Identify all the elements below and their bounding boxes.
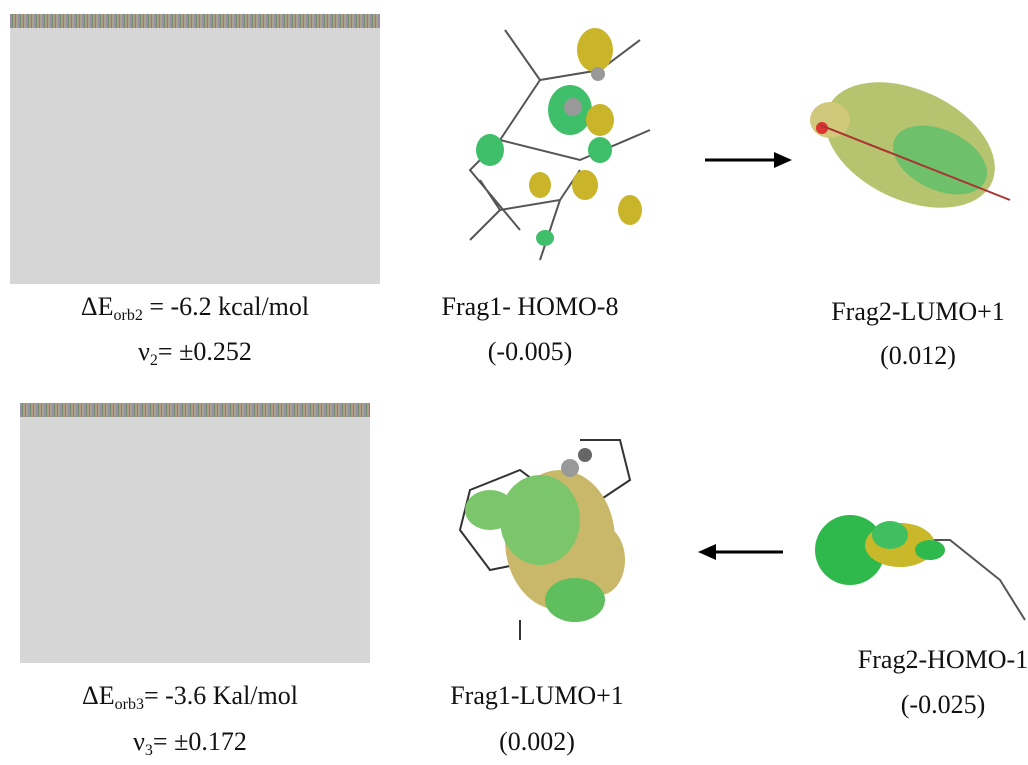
text: = ±0.172 — [152, 727, 247, 756]
symbol: ΔE — [80, 292, 114, 321]
image-noise — [20, 403, 370, 417]
symbol: ν — [133, 727, 145, 756]
fragment-value: (-0.005) — [487, 337, 573, 366]
text: = -6.2 kcal/mol — [142, 292, 310, 321]
fragment-value: (0.012) — [880, 341, 956, 370]
subscript: orb3 — [114, 696, 144, 713]
fragment-value: (0.002) — [499, 727, 575, 756]
subscript: 2 — [149, 352, 158, 369]
energy-label: ΔEorb3= -3.6 Kal/mol — [82, 681, 298, 713]
fragment-label: Frag2-LUMO+1 — [831, 297, 1005, 326]
fragment2-orbital — [810, 82, 1011, 208]
arrow — [698, 544, 783, 560]
subscript: orb2 — [113, 307, 143, 324]
orbital-lobes — [476, 28, 642, 246]
fragment-label: Frag1- HOMO-8 — [441, 292, 619, 321]
fragment-label: Frag2-HOMO-1 — [857, 645, 1028, 674]
symbol: ν — [138, 337, 150, 366]
fragment-label: Frag1-LUMO+1 — [450, 681, 624, 710]
nu-label: ν3= ±0.172 — [133, 727, 247, 759]
arrow — [705, 152, 792, 168]
subscript: 3 — [144, 742, 153, 759]
image-placeholder — [10, 14, 380, 284]
fragment-value: (-0.025) — [900, 690, 986, 719]
fragment1-orbital-2 — [458, 439, 632, 640]
nu-label: ν2= ±0.252 — [138, 337, 252, 369]
text: = ±0.252 — [157, 337, 252, 366]
image-noise — [10, 14, 380, 28]
text: = -3.6 Kal/mol — [143, 681, 298, 710]
energy-label: ΔEorb2 = -6.2 kcal/mol — [80, 292, 310, 324]
image-placeholder — [20, 403, 370, 663]
fragment2-orbital-2 — [815, 515, 1026, 621]
symbol: ΔE — [82, 681, 115, 710]
